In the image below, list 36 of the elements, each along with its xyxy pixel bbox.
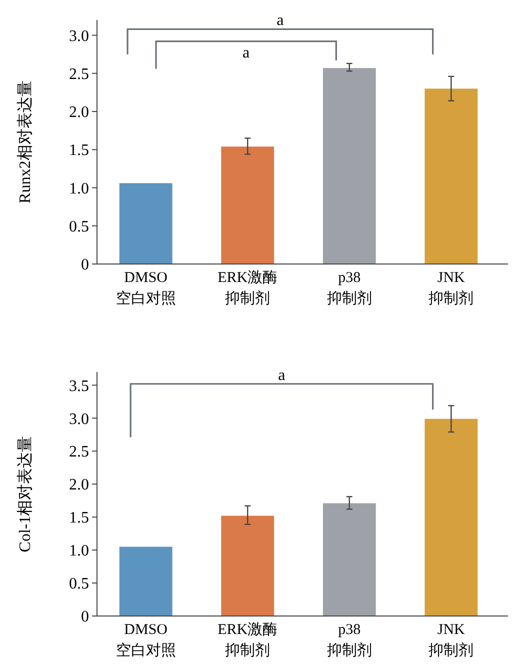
annotation: a — [242, 44, 250, 62]
y-tick-label: 0 — [81, 256, 89, 274]
y-tick-label: 0.5 — [69, 576, 89, 593]
y-tick-label: 1.0 — [69, 180, 89, 198]
bar — [424, 418, 478, 616]
y-tick-label: 2.0 — [69, 476, 89, 494]
y-axis-title: Col-1相对表达量 — [16, 436, 34, 552]
bar — [322, 503, 376, 616]
y-tick-label: 1.0 — [69, 542, 89, 560]
y-axis-title: Runx2相对表达量 — [16, 80, 34, 204]
x-tick-label: JNK 抑制剂 — [428, 270, 474, 307]
y-tick-label: 0.5 — [69, 218, 89, 236]
y-tick-label: 0 — [81, 608, 89, 626]
bar — [119, 183, 172, 264]
x-tick-label: ERK激酶抑制剂 — [218, 621, 278, 659]
y-tick-label: 1.5 — [69, 510, 89, 527]
y-tick-label: 3.0 — [69, 410, 89, 428]
x-tick-label: p38 抑制剂 — [326, 270, 372, 307]
bar — [424, 88, 478, 264]
x-tick-label: p38 抑制剂 — [326, 622, 372, 659]
bar — [322, 68, 376, 264]
y-tick-label: 3.5 — [69, 378, 89, 395]
y-tick-label: 2.5 — [69, 66, 89, 83]
y-tick-label: 2.0 — [69, 104, 89, 122]
bar — [119, 546, 172, 616]
y-tick-label: 2.5 — [69, 444, 89, 461]
x-tick-label: DMSO 空白对照 — [116, 270, 176, 307]
bar — [221, 146, 274, 264]
x-tick-label: JNK 抑制剂 — [428, 622, 474, 659]
y-tick-label: 3.0 — [69, 28, 89, 45]
x-tick-label: ERK激酶抑制剂 — [218, 269, 278, 307]
y-tick-label: 1.5 — [69, 142, 89, 160]
annotation: a — [276, 12, 284, 30]
annotation: a — [278, 366, 286, 384]
bar — [221, 516, 274, 616]
x-tick-label: DMSO 空白对照 — [116, 622, 176, 659]
